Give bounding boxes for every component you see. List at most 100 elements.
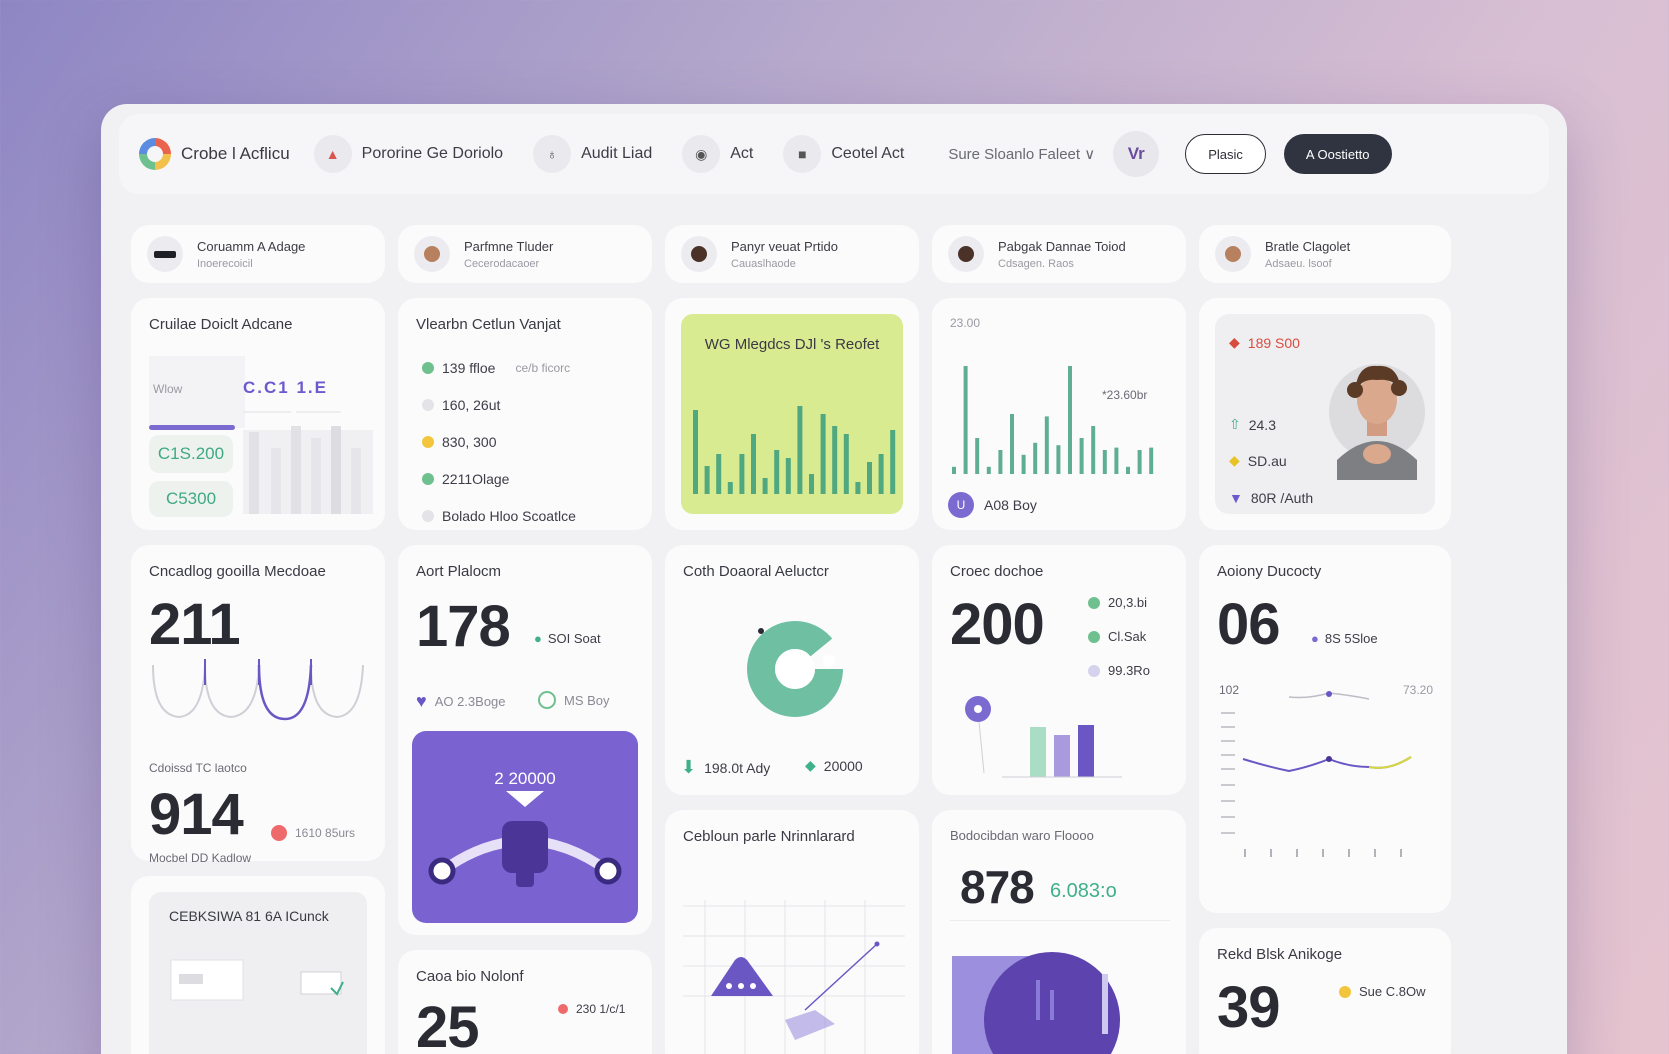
pin-icon: ⬇ [681,757,697,777]
footer-stat: ⬇ 198.0t Ady [681,757,770,778]
side-stat: Sue C.8Ow [1339,984,1425,999]
bar [1033,442,1038,474]
alert-icon [558,1004,568,1014]
bar [1068,366,1072,474]
bar [952,466,956,474]
bar [1078,725,1094,777]
panel-heading: C.C1 1.E [243,378,328,397]
bar [1114,447,1119,474]
card-title: Aort Plalocm [416,563,502,580]
outline-button[interactable]: Plasic [1185,134,1266,174]
footer-label: A08 Boy [984,497,1037,513]
list-item[interactable]: 830, 300 [422,434,497,450]
bar [762,478,768,494]
chart-annotation: *23.60br [1102,388,1148,402]
bar [809,474,814,494]
bar-chart-card: 23.00 *23.60br U A08 Boy [932,298,1186,530]
metric-card: Croec dochoe 200 20,3.bi Cl.Sak 99.3Ro [932,545,1186,795]
brand[interactable]: Crobe l Acflicu [139,138,290,170]
metric-card: Caoa bio Nolonf 25 230 1/c/1 [398,950,652,1054]
card-title: Rekd Blsk Anikoge [1217,946,1343,963]
mini-bar-chart [965,696,1122,778]
donut-card: Coth Doaoral Aeluctcr ⬇ 198.0t Ady ◆ 20000 [665,545,919,795]
bar [1137,450,1142,474]
axis-line [977,710,1122,778]
axis-label: 23.00 [950,316,981,330]
user-avatar[interactable]: Vr [1113,131,1160,177]
sub-title: Cdoissd TC laotco [149,761,247,775]
bar [1056,445,1061,474]
profile-sub: Cdsagen. Raos [998,257,1074,270]
nav-label: Audit Liad [581,145,653,162]
list-item[interactable]: 2211Olage [422,471,509,487]
footer-stat: ◆ 20000 [805,757,863,774]
dashboard-window: Crobe l Acflicu ▲ Pororine Ge Doriolo ♁ … [101,104,1567,1054]
shield-icon: ◆ [805,757,816,773]
metric-card: Bodocibdan waro Floooo 878 6.083:o [932,810,1186,1054]
avatar [948,236,984,272]
diamond-icon: ◆ [1229,452,1240,468]
nav-item-portfolio[interactable]: ▲ Pororine Ge Doriolo [308,135,509,173]
avatar [414,236,450,272]
brand-logo-icon [139,138,171,170]
nav-label: Ceotel Act [831,145,905,162]
tab-label: Wlow [153,382,183,396]
nav-item-act[interactable]: ◉ Act [676,135,759,173]
metric-value-2: 914 [149,782,244,847]
profile-card[interactable]: Coruamm A Adage Inoerecoicil [131,225,385,283]
gauge-graphic [428,791,622,887]
avatar [147,236,183,272]
primary-button[interactable]: A Oostietto [1283,134,1392,174]
nav-item-central[interactable]: ■ Ceotel Act [777,135,910,173]
stat-label: 24.3 [1248,416,1276,433]
bar [890,430,896,494]
arc-chart [152,659,364,721]
badge-row: 1610 85urs [271,825,355,841]
card-title: Caoa bio Nolonf [416,968,524,985]
drop-icon: ● [534,631,542,646]
line-chart-card: Aoiony Ducocty 06 ● 8S 5Sloe 102 73.20 [1199,545,1451,913]
side-stat: ● SOI Soat [534,631,601,646]
list-item[interactable]: Bolado Hloo Scoatlce [422,508,576,524]
list-item-label: 139 ffloe [442,360,496,376]
bar [855,482,861,494]
metric-value: 178 [416,594,511,659]
bag-icon: ■ [783,135,822,173]
line-chart [1221,691,1412,857]
ring-icon [538,691,556,709]
stat-label: 189 S00 [1247,334,1300,351]
list-item[interactable]: 160, 26ut [422,397,500,413]
nav-label: Pororine Ge Doriolo [361,145,504,162]
nav-item-audit[interactable]: ♁ Audit Liad [527,135,658,173]
side-stat: ● 8S 5Sloe [1311,631,1378,646]
legend-item: MS Boy [538,691,610,709]
card-title: Cncadlog gooilla Mecdoae [149,563,326,580]
profile-card[interactable]: Pabgak Dannae Toiod Cdsagen. Raos [932,225,1186,283]
card-title: Cebloun parle Nrinnlarard [683,828,855,845]
bar [739,454,745,494]
grid-chart [683,900,905,1054]
card-title: CEBKSIWA 81 6A ICunck [169,908,329,924]
card-title: Croec dochoe [950,563,1044,580]
preview-graphic [170,959,344,1001]
list-item[interactable]: 139 ffloe ce/b ficorc [422,360,570,376]
avatar [681,236,717,272]
green-bar-chart [693,406,896,494]
card-footer: Mocbel DD Kadlow [149,851,252,865]
list-card: Vlearbn Cetlun Vanjat 139 ffloe ce/b fico… [398,298,652,530]
profile-card[interactable]: Parfmne Tluder Cecerodacaoer [398,225,652,283]
metric-card: Aort Plalocm 178 ● SOI Soat ♥ AO 2.3Boge M… [398,545,652,935]
scenario-select[interactable]: Sure Sloanlo Faleet ∨ [948,146,1096,163]
cup-icon: ♁ [533,135,572,173]
profile-sub: Cecerodacaoer [464,257,540,270]
metric-value: 878 [960,861,1035,913]
legend-label: 99.3Ro [1108,663,1150,678]
chart-title: WG Mlegdcs DJl 's Reofet [704,336,880,353]
profile-card[interactable]: Panyr veuat Prtido Cauaslhaode [665,225,919,283]
bar [1030,727,1046,777]
teal-bar-chart [952,366,1154,474]
heart-icon: ♥ [416,691,427,711]
profile-card[interactable]: Bratle Clagolet Adsaeu. lsoof [1199,225,1451,283]
bar [1091,426,1096,474]
legend-label: MS Boy [564,692,610,708]
